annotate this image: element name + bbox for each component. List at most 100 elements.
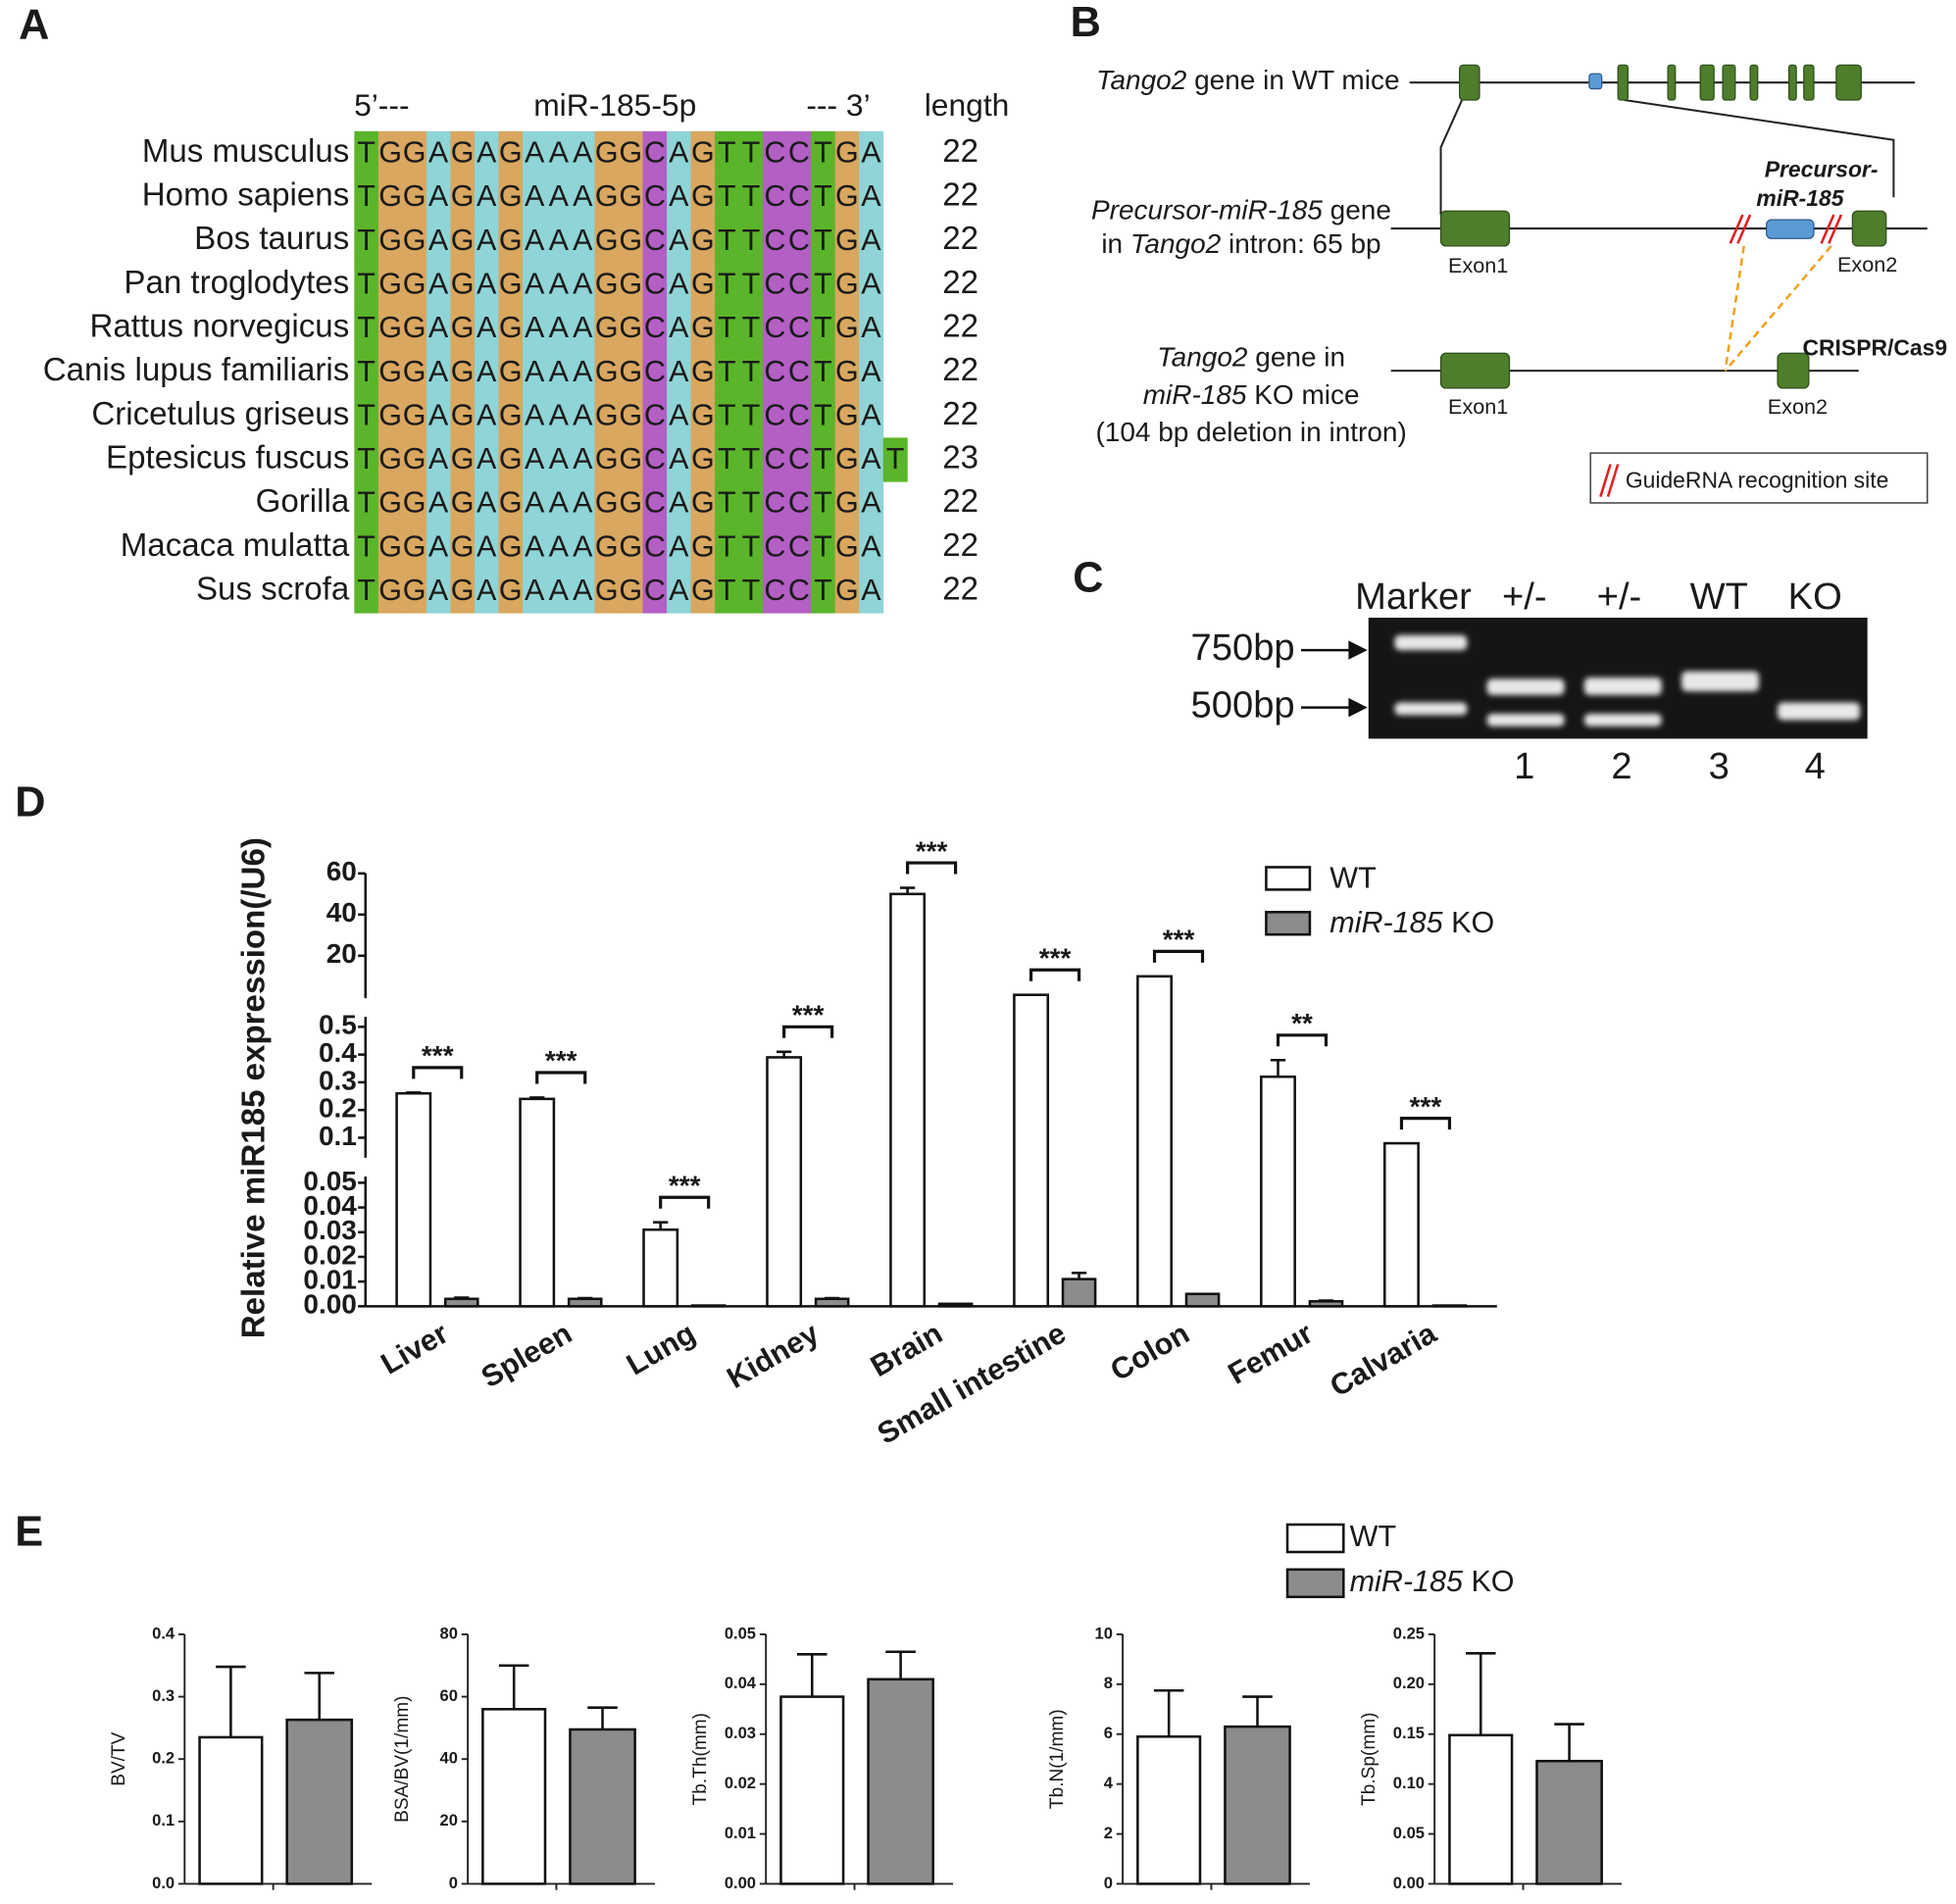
legend-label: WT (1350, 1520, 1396, 1553)
y-tick-label: 0.02 (303, 1239, 356, 1270)
base-cell (642, 569, 668, 614)
base-cell (594, 219, 620, 264)
base-cell (426, 219, 451, 264)
guide-sites (1599, 214, 1843, 497)
base-cell (377, 175, 403, 220)
base-cell (834, 306, 860, 351)
sequence: TGGAGAGAAAGGCAGTTCCTGA (357, 486, 881, 520)
marker-labels: 750bp 500bp (1191, 626, 1295, 727)
y-tick-label: 0.5 (319, 1010, 357, 1040)
base-cell (834, 175, 860, 220)
base-cell (667, 306, 692, 351)
deletion-lines (1724, 245, 1832, 372)
base-cell (667, 130, 692, 175)
base-cell (859, 437, 884, 482)
bar (481, 1708, 547, 1885)
y-tick-label: 0 (449, 1874, 458, 1892)
base-cell (642, 219, 668, 264)
lane-number: 3 (1709, 745, 1730, 787)
base-cell (763, 393, 788, 438)
base-cell (786, 130, 812, 175)
base-cell (859, 306, 884, 351)
x-tick-label: Kidney (722, 1317, 825, 1395)
base-cell (811, 569, 836, 614)
y-tick-label: 0.0 (152, 1874, 175, 1892)
base-cell (690, 481, 716, 526)
bar (1136, 975, 1173, 1308)
base-cell (426, 306, 451, 351)
base-cell (619, 262, 644, 307)
y-tick-label: 80 (440, 1624, 458, 1642)
lane-label: +/- (1502, 576, 1547, 618)
y-tick-label: 6 (1104, 1724, 1113, 1742)
lane-number: 1 (1514, 745, 1534, 787)
base-cell (619, 393, 644, 438)
alignment-header: 5’--- (354, 87, 410, 123)
sequence: TGGAGAGAAAGGCAGTTCCTGA (357, 267, 881, 300)
base-cell (354, 306, 379, 351)
exon-label: Exon2 (1768, 394, 1828, 419)
bar (937, 1302, 974, 1308)
bar (285, 1718, 354, 1885)
base-cell (546, 219, 572, 264)
base-cell (498, 437, 524, 482)
base-cell (570, 481, 596, 526)
species-name: Canis lupus familiaris (43, 352, 350, 388)
species-name: Homo sapiens (142, 177, 349, 214)
base-cell (450, 393, 476, 438)
base-cell (450, 481, 476, 526)
species-name: Sus scrofa (196, 571, 350, 607)
base-cell (594, 393, 620, 438)
bar (519, 1097, 556, 1308)
base-cell (715, 130, 740, 175)
base-cell (642, 437, 668, 482)
y-tick-label: 0.3 (152, 1686, 175, 1705)
base-cell (786, 569, 812, 614)
sequence-length: 22 (942, 309, 978, 345)
y-tick-label: 0.00 (303, 1289, 356, 1320)
base-cell (811, 306, 836, 351)
significance-bracket (659, 1195, 711, 1209)
base-cell (570, 569, 596, 614)
base-cell (377, 437, 403, 482)
base-cell (354, 393, 379, 438)
x-tick-label: Femur (1223, 1317, 1319, 1391)
y-tick-label: 40 (326, 897, 357, 927)
base-cell (715, 569, 740, 614)
base-cell (690, 569, 716, 614)
exons (1439, 64, 1887, 389)
base-cell (859, 262, 884, 307)
y-axis-title: Tb.N(1/mm) (1047, 1709, 1068, 1809)
base-cell (738, 262, 764, 307)
base-cell (763, 306, 788, 351)
base-cell (715, 175, 740, 220)
sequence-length: 22 (942, 133, 978, 170)
base-cell (690, 393, 716, 438)
base-cell (594, 350, 620, 395)
base-cell (763, 569, 788, 614)
base-cell (786, 350, 812, 395)
significance-bracket (1028, 968, 1081, 981)
sequence: TGGAGAGAAAGGCAGTTCCTGA (357, 398, 881, 431)
y-axis-title: Relative miR185 expression(/U6) (236, 837, 273, 1338)
y-tick-label: 0.05 (725, 1624, 756, 1642)
base-cell (690, 525, 716, 570)
base-cell (354, 481, 379, 526)
base-cell (859, 219, 884, 264)
base-cell (786, 175, 812, 220)
y-tick-label: 0.02 (725, 1774, 756, 1792)
base-cell (811, 130, 836, 175)
base-cell (834, 569, 860, 614)
label-part: Tango2 (1130, 228, 1222, 259)
x-tick-label: Colon (1105, 1317, 1195, 1388)
base-cell (763, 175, 788, 220)
method-label: CRISPR/Cas9 (1803, 335, 1948, 361)
sequence-length: 23 (942, 439, 978, 476)
legend-label: miR-185 KO (1329, 906, 1494, 939)
base-cell (377, 569, 403, 614)
lane-label: Marker (1355, 576, 1472, 618)
base-cell (594, 569, 620, 614)
y-tick-label: 20 (440, 1811, 458, 1829)
base-cell (474, 130, 499, 175)
